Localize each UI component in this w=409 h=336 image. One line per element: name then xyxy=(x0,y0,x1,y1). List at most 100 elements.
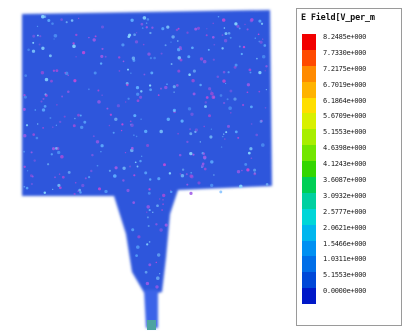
legend-tick-label: 8.2485e+000 xyxy=(323,33,367,41)
hotspot-dot xyxy=(262,38,264,40)
hotspot-dot xyxy=(210,91,214,96)
hotspot-dot xyxy=(236,170,241,174)
field-hotspots xyxy=(22,14,269,289)
hotspot-dot xyxy=(159,129,163,134)
hotspot-dot xyxy=(247,151,251,155)
hotspot-dot xyxy=(146,243,149,246)
hotspot-dot xyxy=(80,125,84,130)
hotspot-dot xyxy=(221,18,226,22)
hotspot-dot xyxy=(253,172,257,176)
hotspot-dot xyxy=(88,88,90,91)
hotspot-dot xyxy=(84,177,87,180)
hotspot-dot xyxy=(43,191,47,195)
hotspot-dot xyxy=(202,155,207,160)
hotspot-dot xyxy=(47,163,50,166)
hotspot-dot xyxy=(171,35,175,39)
hotspot-dot xyxy=(228,106,232,110)
hotspot-dot xyxy=(40,71,45,75)
legend-tick-label: 0.0000e+000 xyxy=(323,287,367,296)
hotspot-dot xyxy=(233,97,237,101)
hotspot-dot xyxy=(189,191,193,195)
hotspot-dot xyxy=(234,22,238,26)
hotspot-dot xyxy=(213,174,215,176)
hotspot-dot xyxy=(132,201,136,204)
hotspot-dot xyxy=(145,281,150,286)
hotspot-dot xyxy=(55,69,59,73)
hotspot-dot xyxy=(42,127,44,129)
hotspot-dot xyxy=(223,39,228,43)
hotspot-dot xyxy=(130,72,132,74)
hotspot-dot xyxy=(112,131,115,134)
hotspot-dot xyxy=(129,165,132,168)
hotspot-dot xyxy=(161,27,165,31)
legend-swatch xyxy=(302,288,316,305)
hotspot-dot xyxy=(60,155,64,159)
hotspot-dot xyxy=(145,22,148,24)
hotspot-dot xyxy=(135,32,138,34)
hotspot-dot xyxy=(244,23,246,26)
hotspot-dot xyxy=(204,105,207,108)
hotspot-dot xyxy=(52,69,56,72)
hotspot-dot xyxy=(106,107,109,110)
hotspot-dot xyxy=(136,245,140,249)
hotspot-dot xyxy=(212,36,215,39)
hotspot-dot xyxy=(173,91,175,93)
hotspot-dot xyxy=(216,75,220,78)
hotspot-dot xyxy=(192,69,196,73)
hotspot-dot xyxy=(125,101,127,103)
hotspot-dot xyxy=(224,32,228,36)
hotspot-dot xyxy=(253,168,257,172)
hotspot-dot xyxy=(197,181,201,185)
hotspot-dot xyxy=(161,209,163,211)
legend-swatch xyxy=(302,97,316,114)
hotspot-dot xyxy=(208,87,212,91)
hotspot-dot xyxy=(81,50,86,55)
hotspot-dot xyxy=(187,55,191,59)
hotspot-dot xyxy=(170,63,173,65)
hotspot-dot xyxy=(258,90,261,93)
hotspot-dot xyxy=(223,27,226,29)
hotspot-dot xyxy=(146,216,149,219)
hotspot-dot xyxy=(140,118,142,120)
hotspot-dot xyxy=(177,69,181,73)
hotspot-dot xyxy=(121,43,125,47)
hotspot-dot xyxy=(148,241,151,243)
hotspot-dot xyxy=(72,44,76,49)
hotspot-dot xyxy=(133,114,137,118)
hotspot-dot xyxy=(246,91,249,94)
hotspot-dot xyxy=(234,63,238,67)
hotspot-dot xyxy=(220,146,223,148)
legend-swatch xyxy=(302,208,316,225)
hotspot-dot xyxy=(163,163,166,167)
legend-tick-label: 4.6398e+000 xyxy=(323,144,367,153)
hotspot-dot xyxy=(121,123,124,126)
hotspot-dot xyxy=(131,56,136,60)
hotspot-dot xyxy=(249,71,252,74)
hotspot-dot xyxy=(74,117,76,120)
hotspot-dot xyxy=(219,190,223,194)
hotspot-dot xyxy=(189,151,193,156)
hotspot-dot xyxy=(246,28,249,31)
hotspot-dot xyxy=(79,114,82,117)
field-distribution-plot xyxy=(22,10,272,330)
hotspot-dot xyxy=(265,88,268,91)
hotspot-dot xyxy=(263,44,267,47)
hotspot-dot xyxy=(210,128,213,130)
hotspot-dot xyxy=(188,73,191,76)
hotspot-dot xyxy=(250,157,253,159)
hotspot-dot xyxy=(23,134,27,138)
hotspot-dot xyxy=(164,223,168,227)
hotspot-dot xyxy=(265,182,269,186)
hotspot-dot xyxy=(172,85,176,89)
legend-tick-label: 5.6709e+000 xyxy=(323,112,367,121)
color-legend: E Field[V_per_m 8.2485e+000 7.7330e+000 7.… xyxy=(296,8,402,326)
hotspot-dot xyxy=(186,183,189,186)
hotspot-dot xyxy=(145,26,148,29)
hotspot-dot xyxy=(83,120,87,124)
legend-swatch xyxy=(302,145,316,162)
hotspot-dot xyxy=(204,101,208,104)
hotspot-dot xyxy=(194,27,198,31)
hotspot-dot xyxy=(146,143,150,148)
hotspot-dot xyxy=(147,191,151,195)
hotspot-dot xyxy=(74,181,77,184)
